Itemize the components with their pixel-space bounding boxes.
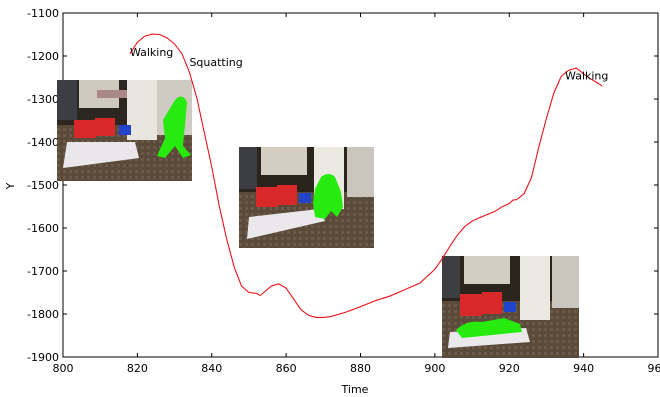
annotation-label: Walking bbox=[565, 70, 608, 83]
y-tick-label: -1600 bbox=[27, 222, 59, 235]
squatting-frame-image bbox=[239, 147, 374, 248]
inset-images bbox=[57, 80, 579, 358]
x-tick-label: 820 bbox=[127, 362, 148, 375]
x-tick-label: 880 bbox=[350, 362, 371, 375]
x-tick-label: 960 bbox=[648, 362, 660, 375]
y-tick-label: -1700 bbox=[27, 265, 59, 278]
x-tick-label: 900 bbox=[424, 362, 445, 375]
y-axis-label: Y bbox=[4, 182, 17, 190]
walking-frame-image bbox=[57, 80, 192, 181]
y-tick-label: -1200 bbox=[27, 50, 59, 63]
y-tick-label: -1800 bbox=[27, 308, 59, 321]
y-tick-label: -1100 bbox=[27, 7, 59, 20]
y-tick-label: -1400 bbox=[27, 136, 59, 149]
x-tick-label: 800 bbox=[53, 362, 74, 375]
y-tick-label: -1900 bbox=[27, 351, 59, 364]
x-tick-label: 920 bbox=[499, 362, 520, 375]
lying-frame-image bbox=[442, 256, 579, 358]
y-tick-label: -1500 bbox=[27, 179, 59, 192]
x-axis-label: Time bbox=[341, 383, 369, 396]
x-tick-label: 840 bbox=[201, 362, 222, 375]
annotation-label: Squatting bbox=[189, 56, 242, 69]
annotation-label: Walking bbox=[130, 46, 173, 59]
axes: 800 820 840 860 880 900 920 940 960 -1100 -1200 -13… bbox=[27, 7, 660, 375]
y-tick-label: -1300 bbox=[27, 93, 59, 106]
series-line bbox=[129, 33, 603, 318]
x-tick-label: 940 bbox=[573, 362, 594, 375]
annotations: Walking Squatting Walking bbox=[130, 46, 608, 83]
x-tick-label: 860 bbox=[276, 362, 297, 375]
